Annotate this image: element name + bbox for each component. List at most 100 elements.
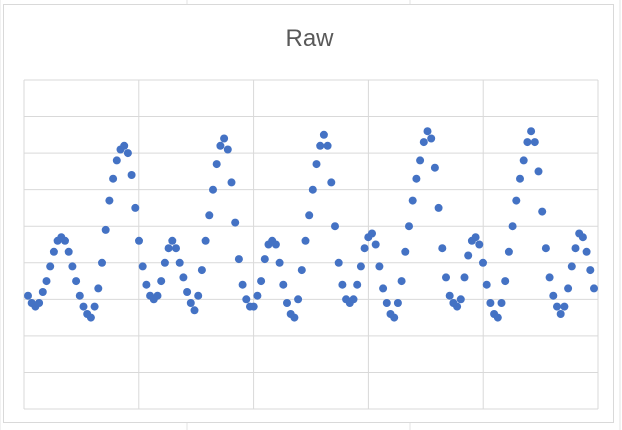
data-point bbox=[556, 310, 565, 318]
data-point bbox=[242, 295, 251, 304]
data-point bbox=[175, 258, 184, 267]
data-point bbox=[212, 160, 221, 169]
data-point bbox=[194, 291, 203, 300]
data-point bbox=[393, 299, 402, 307]
data-point bbox=[430, 163, 439, 172]
data-point bbox=[24, 291, 32, 300]
data-point bbox=[238, 280, 247, 289]
data-point bbox=[234, 255, 243, 264]
data-point bbox=[508, 222, 517, 231]
data-point bbox=[316, 141, 325, 150]
data-point bbox=[375, 262, 384, 271]
data-point bbox=[294, 295, 303, 304]
data-point bbox=[416, 156, 425, 165]
data-point bbox=[519, 156, 528, 165]
data-point bbox=[68, 262, 77, 271]
data-point bbox=[220, 134, 229, 143]
data-point bbox=[142, 280, 151, 289]
data-point bbox=[371, 240, 380, 249]
data-point bbox=[301, 236, 310, 245]
data-point bbox=[578, 233, 587, 242]
data-point bbox=[356, 262, 365, 271]
data-point bbox=[112, 156, 121, 165]
data-point bbox=[560, 302, 569, 311]
data-point bbox=[453, 302, 462, 311]
data-point bbox=[527, 127, 536, 136]
data-point bbox=[253, 291, 262, 300]
data-point bbox=[504, 247, 513, 256]
data-point bbox=[64, 247, 73, 256]
data-point bbox=[382, 299, 391, 307]
data-point bbox=[105, 196, 114, 205]
data-point bbox=[153, 291, 162, 300]
data-point bbox=[127, 171, 136, 179]
data-point bbox=[445, 291, 454, 300]
data-point bbox=[582, 247, 591, 256]
data-point bbox=[271, 240, 280, 249]
data-point bbox=[427, 134, 436, 143]
data-point bbox=[501, 277, 510, 286]
data-point bbox=[456, 295, 465, 304]
data-point bbox=[538, 207, 547, 216]
data-point bbox=[516, 174, 524, 183]
data-point bbox=[131, 203, 140, 212]
data-point bbox=[438, 244, 447, 253]
data-point bbox=[168, 236, 177, 245]
data-point bbox=[497, 299, 506, 307]
data-point bbox=[323, 141, 332, 150]
data-point bbox=[209, 185, 217, 194]
data-point bbox=[290, 313, 299, 322]
data-point bbox=[334, 258, 343, 267]
data-point bbox=[390, 313, 399, 322]
data-point bbox=[308, 185, 317, 194]
data-point bbox=[523, 138, 532, 147]
data-point bbox=[201, 236, 210, 245]
data-point bbox=[486, 299, 495, 307]
data-point bbox=[42, 277, 51, 286]
data-point bbox=[567, 262, 576, 271]
data-point bbox=[482, 280, 491, 289]
data-point bbox=[231, 218, 240, 227]
data-point bbox=[197, 266, 206, 275]
data-point bbox=[471, 233, 480, 242]
data-point bbox=[160, 258, 169, 267]
data-point bbox=[530, 138, 539, 147]
chart-area[interactable]: Raw bbox=[3, 4, 614, 423]
data-point bbox=[94, 284, 103, 293]
data-point bbox=[419, 138, 428, 147]
data-point bbox=[101, 225, 110, 234]
data-point bbox=[338, 280, 347, 289]
data-point bbox=[312, 160, 321, 169]
data-point bbox=[61, 236, 69, 245]
data-point bbox=[46, 262, 55, 271]
data-point bbox=[590, 284, 598, 293]
data-point bbox=[123, 149, 132, 158]
data-point bbox=[401, 247, 410, 256]
data-point bbox=[164, 244, 173, 253]
data-point bbox=[297, 266, 306, 275]
data-point bbox=[75, 291, 84, 300]
data-point bbox=[564, 284, 573, 293]
data-point bbox=[183, 288, 192, 296]
data-point bbox=[368, 229, 376, 238]
data-point bbox=[86, 313, 95, 322]
data-point bbox=[249, 302, 258, 311]
data-point bbox=[353, 280, 362, 289]
data-point bbox=[257, 277, 266, 286]
data-point bbox=[205, 211, 214, 220]
data-point bbox=[464, 251, 473, 260]
data-point bbox=[405, 222, 413, 231]
data-point bbox=[90, 302, 99, 311]
data-point bbox=[49, 247, 58, 256]
data-point bbox=[305, 211, 314, 220]
data-point bbox=[586, 266, 595, 275]
data-point bbox=[349, 295, 358, 304]
data-point bbox=[479, 258, 487, 267]
data-point bbox=[227, 178, 236, 187]
data-point bbox=[545, 273, 554, 282]
data-point bbox=[475, 240, 484, 249]
data-point bbox=[319, 130, 328, 139]
data-point bbox=[283, 299, 291, 307]
data-point bbox=[379, 284, 388, 293]
plot-area bbox=[23, 79, 599, 410]
